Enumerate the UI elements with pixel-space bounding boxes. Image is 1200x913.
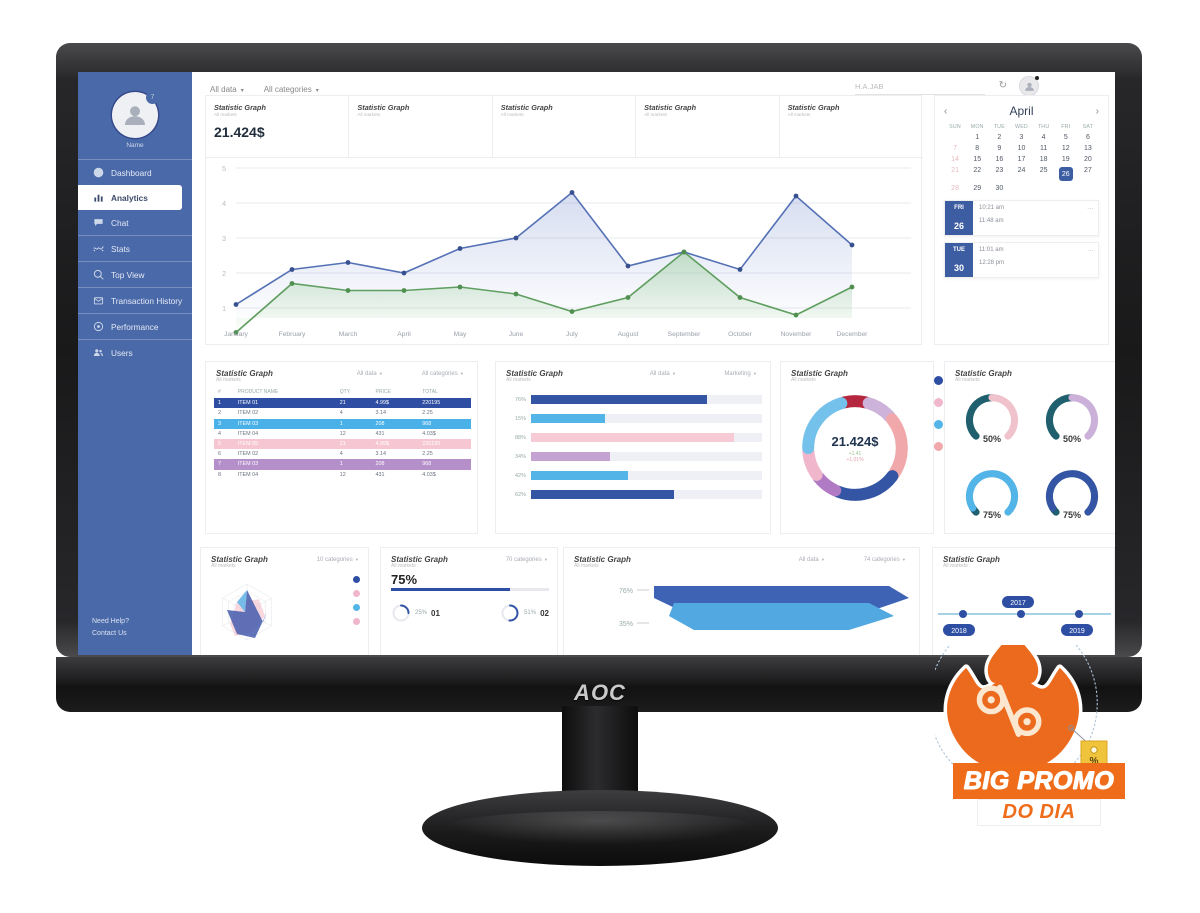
- svg-text:2019: 2019: [1069, 628, 1085, 635]
- svg-text:May: May: [454, 331, 467, 338]
- svg-text:June: June: [509, 331, 524, 338]
- svg-text:January: January: [224, 331, 248, 338]
- svg-text:November: November: [781, 331, 813, 338]
- svg-text:July: July: [566, 331, 579, 338]
- svg-text:35%: 35%: [619, 621, 633, 628]
- svg-text:2018: 2018: [951, 628, 967, 635]
- svg-text:3: 3: [222, 236, 226, 243]
- svg-text:4: 4: [222, 201, 226, 208]
- svg-text:October: October: [728, 331, 753, 338]
- svg-text:5: 5: [222, 166, 226, 173]
- svg-text:76%: 76%: [619, 588, 633, 595]
- svg-text:April: April: [397, 331, 411, 338]
- svg-text:December: December: [837, 331, 869, 338]
- svg-text:2017: 2017: [1010, 600, 1026, 607]
- svg-text:March: March: [339, 331, 358, 338]
- svg-text:September: September: [668, 331, 701, 338]
- svg-text:1: 1: [222, 306, 226, 313]
- svg-text:2: 2: [222, 271, 226, 278]
- svg-text:August: August: [618, 331, 639, 338]
- svg-text:February: February: [279, 331, 306, 338]
